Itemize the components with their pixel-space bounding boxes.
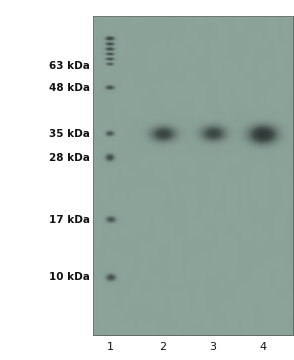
Text: 3: 3 bbox=[210, 342, 217, 352]
Text: 63 kDa: 63 kDa bbox=[49, 60, 90, 71]
Text: 48 kDa: 48 kDa bbox=[49, 83, 90, 93]
Text: 1: 1 bbox=[107, 342, 114, 352]
Text: 35 kDa: 35 kDa bbox=[49, 129, 90, 139]
Text: 4: 4 bbox=[260, 342, 267, 352]
Text: 28 kDa: 28 kDa bbox=[49, 153, 90, 163]
FancyBboxPatch shape bbox=[93, 16, 293, 335]
Text: 17 kDa: 17 kDa bbox=[49, 215, 90, 225]
Text: 10 kDa: 10 kDa bbox=[49, 273, 90, 283]
Text: 2: 2 bbox=[160, 342, 167, 352]
